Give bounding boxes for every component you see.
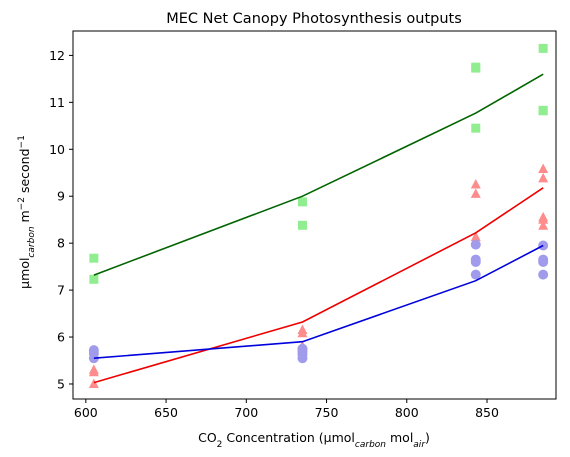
data-point (538, 172, 549, 183)
data-point (297, 220, 307, 230)
data-point (470, 239, 481, 250)
y-tick-label: 8 (57, 236, 65, 251)
data-point (538, 256, 549, 267)
circle-series-line (93, 244, 544, 359)
data-point (538, 214, 549, 224)
data-point (89, 274, 99, 284)
y-tick-label: 5 (57, 376, 65, 391)
data-point (538, 106, 548, 116)
chart-title: MEC Net Canopy Photosynthesis outputs (166, 11, 462, 27)
y-tick-label: 11 (49, 95, 65, 110)
plot-frame (72, 30, 557, 400)
x-tick-label: 700 (234, 405, 258, 420)
data-point (538, 43, 548, 53)
y-tick-label: 12 (49, 48, 65, 63)
data-point (470, 269, 481, 280)
x-tick-label: 650 (154, 405, 178, 420)
square-series-points (89, 43, 548, 284)
y-tick-label: 7 (57, 283, 65, 298)
y-tick-label: 10 (49, 142, 65, 157)
y-tick-label: 9 (57, 189, 65, 204)
data-point (88, 366, 99, 377)
data-point (88, 378, 99, 388)
triangle-series-line (93, 187, 544, 384)
x-tick-label: 850 (475, 405, 499, 420)
data-point (89, 253, 99, 263)
data-point (470, 178, 481, 189)
data-point (88, 353, 99, 364)
data-point (297, 327, 308, 338)
data-point (470, 188, 481, 198)
x-axis-label: CO2 Concentration (µmolcarbon molair) (198, 430, 430, 450)
x-tick-label: 800 (395, 405, 419, 420)
square-series-line (93, 73, 544, 276)
x-tick-label: 600 (74, 405, 98, 420)
data-point (538, 269, 549, 280)
data-point (471, 63, 481, 73)
y-axis-label: µmolcarbon m−2 second−1 (17, 135, 37, 289)
data-point (297, 353, 308, 364)
plot-area: 600 650 700 750 800 850 5 6 7 8 9 10 11 12 (49, 30, 557, 420)
data-point (538, 220, 549, 230)
data-point (470, 256, 481, 267)
data-point (471, 123, 481, 133)
y-tick-label: 6 (57, 330, 65, 345)
x-tick-label: 750 (315, 405, 339, 420)
data-point (297, 197, 307, 207)
data-point (538, 163, 549, 173)
